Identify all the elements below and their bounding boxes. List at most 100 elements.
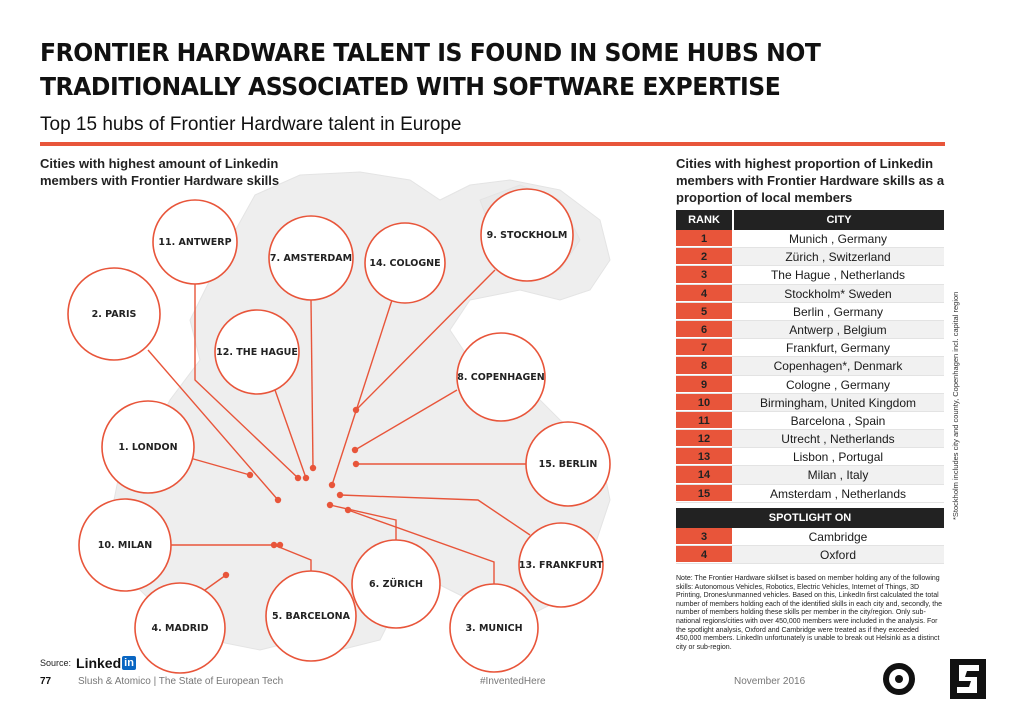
hub-circle xyxy=(67,267,161,361)
spotlight-title: SPOTLIGHT ON xyxy=(768,512,852,524)
hub-location-dot xyxy=(274,496,282,504)
hub-location-dot xyxy=(222,571,230,579)
rank-cell: 1 xyxy=(676,230,732,248)
hub-label: 15. BERLIN xyxy=(539,459,598,470)
rank-table: RANK CITY 1 Munich , Germany 2 Zürich , Swi… xyxy=(676,210,944,503)
hub-pointer-line xyxy=(204,574,227,591)
hub-pointer-line xyxy=(355,269,496,411)
city-cell: Berlin , Germany xyxy=(792,304,884,319)
city-cell: Barcelona , Spain xyxy=(790,413,886,428)
table-row: 13 Lisbon , Portugal xyxy=(676,448,944,467)
hub-label: 3. MUNICH xyxy=(465,623,522,634)
publisher-credit: Slush & Atomico | The State of European … xyxy=(78,676,284,687)
hub-pointer-line xyxy=(310,299,314,469)
spotlight-rows: 3 Cambridge 4 Oxford xyxy=(676,528,944,565)
table-caption: Cities with highest proportion of Linked… xyxy=(676,156,945,205)
city-cell: Munich , Germany xyxy=(788,232,888,246)
table-row: 15 Amsterdam , Netherlands xyxy=(676,484,944,503)
hub-circle xyxy=(78,498,172,592)
stockholm-footnote: *Stockholm includes city and county, Cop… xyxy=(951,291,960,520)
hub-label: 4. MADRID xyxy=(152,623,209,634)
city-cell: Stockholm* Sweden xyxy=(732,284,944,302)
table-row: 2 Zürich , Switzerland xyxy=(676,248,944,267)
hub-label: 13. FRANKFURT xyxy=(519,560,604,571)
title-divider xyxy=(40,142,945,146)
map-caption: Cities with highest amount of Linkedin m… xyxy=(40,156,280,188)
rank-cell: 14 xyxy=(676,466,732,484)
methodology-note: Note: The Frontier Hardware skillset is … xyxy=(676,575,943,651)
hub-circle xyxy=(351,539,441,629)
city-cell: Frankfurt, Germany xyxy=(785,341,891,356)
table-row: 14 Milan , Italy xyxy=(676,466,944,485)
city-cell: Cologne , Germany xyxy=(785,377,891,392)
city-cell: Zürich , Switzerland xyxy=(732,248,944,266)
spotlight-row: 4 Oxford xyxy=(676,546,944,565)
rank-cell: 10 xyxy=(676,393,732,411)
table-row: 8 Copenhagen*, Denmark xyxy=(676,357,944,376)
table-row: 4 Stockholm* Sweden xyxy=(676,284,944,303)
hub-location-dot xyxy=(302,474,310,482)
rank-cell: 2 xyxy=(676,248,732,266)
hub-circle xyxy=(152,199,238,285)
hub-location-dot xyxy=(352,460,360,468)
city-cell: Lisbon , Portugal xyxy=(792,450,884,465)
report-date: November 2016 xyxy=(734,676,806,687)
city-cell: Cambridge xyxy=(808,530,868,544)
page-number: 77 xyxy=(40,676,52,687)
city-cell: Utrecht , Netherlands xyxy=(732,430,944,448)
rank-column-header: RANK xyxy=(688,214,720,226)
source-label: Source: xyxy=(40,658,72,668)
table-row: 5 Berlin , Germany xyxy=(676,302,944,321)
hub-location-dot xyxy=(328,481,336,489)
source-line: Source: Linked in xyxy=(40,655,136,671)
rank-cell: 4 xyxy=(676,284,732,302)
rank-cell: 4 xyxy=(676,546,732,564)
city-cell: The Hague , Netherlands xyxy=(770,268,906,283)
hub-label: 2. PARIS xyxy=(92,309,137,320)
city-cell: Birmingham, United Kingdom xyxy=(732,393,944,411)
hub-circle xyxy=(101,400,195,494)
hub-pointer-line xyxy=(273,544,312,571)
atomico-logo-icon xyxy=(883,663,915,695)
hub-pointer-line xyxy=(274,389,307,479)
hub-pointer-line xyxy=(329,504,397,540)
table-row: 9 Cologne , Germany xyxy=(676,375,944,394)
hub-label: 12. THE HAGUE xyxy=(216,347,298,358)
rank-cell: 13 xyxy=(676,448,732,466)
rank-cell: 12 xyxy=(676,430,732,448)
rank-cell: 15 xyxy=(676,484,732,502)
table-row: 3 The Hague , Netherlands xyxy=(676,266,944,285)
city-column-header: CITY xyxy=(732,210,944,230)
hub-circle xyxy=(364,222,446,304)
hub-circle xyxy=(449,583,539,673)
rank-cell: 7 xyxy=(676,339,732,357)
hub-label: 14. COLOGNE xyxy=(369,258,440,269)
city-cell: Copenhagen*, Denmark xyxy=(732,357,944,375)
hub-circle xyxy=(525,421,611,507)
hub-circle xyxy=(518,522,604,608)
hub-circle xyxy=(456,332,546,422)
hub-label: 7. AMSTERDAM xyxy=(270,253,352,264)
table-row: 10 Birmingham, United Kingdom xyxy=(676,393,944,412)
table-row: 7 Frankfurt, Germany xyxy=(676,339,944,358)
rank-cell: 8 xyxy=(676,357,732,375)
table-row: 1 Munich , Germany xyxy=(676,230,944,249)
hashtag: #InventedHere xyxy=(480,676,546,687)
hub-label: 11. ANTWERP xyxy=(158,237,231,248)
rank-cell: 6 xyxy=(676,320,732,339)
rank-cell: 3 xyxy=(676,528,732,546)
city-cell: Milan , Italy xyxy=(732,466,944,484)
hub-pointer-line xyxy=(339,494,531,536)
hub-circle xyxy=(268,215,354,301)
city-cell: Amsterdam , Netherlands xyxy=(769,486,907,501)
hub-location-dot xyxy=(276,541,284,549)
hub-location-dot xyxy=(309,464,317,472)
rank-cell: 3 xyxy=(676,266,732,284)
spotlight-header: SPOTLIGHT ON xyxy=(676,508,944,528)
rank-cell: 11 xyxy=(676,411,732,430)
hub-circle xyxy=(134,582,226,674)
hub-circle xyxy=(265,570,357,662)
table-row: 12 Utrecht , Netherlands xyxy=(676,430,944,449)
rank-cell: 5 xyxy=(676,302,732,320)
